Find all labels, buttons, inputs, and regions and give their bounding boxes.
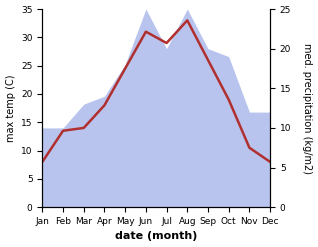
X-axis label: date (month): date (month) xyxy=(115,231,197,242)
Y-axis label: med. precipitation (kg/m2): med. precipitation (kg/m2) xyxy=(302,43,313,174)
Y-axis label: max temp (C): max temp (C) xyxy=(5,74,16,142)
